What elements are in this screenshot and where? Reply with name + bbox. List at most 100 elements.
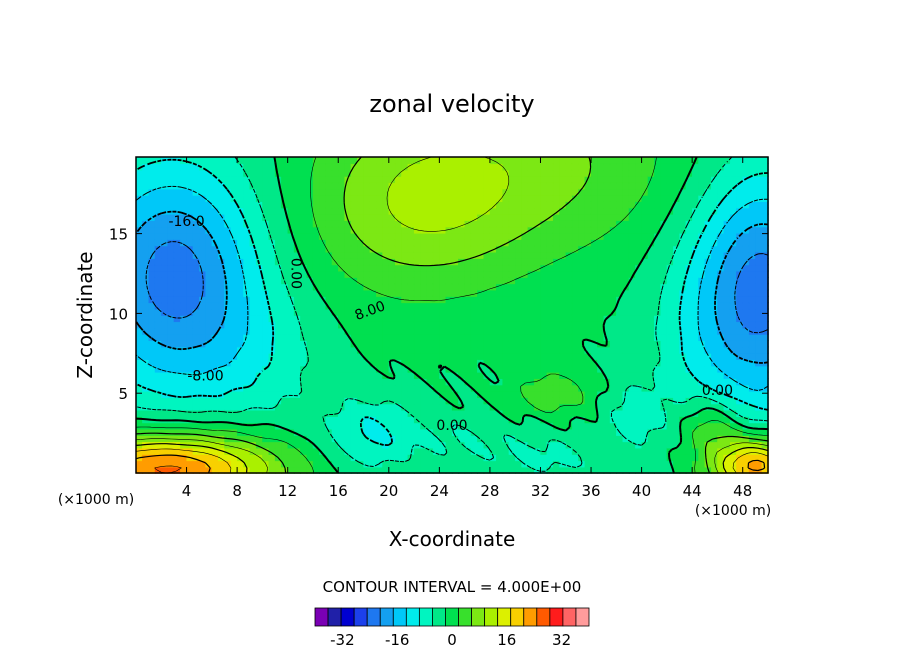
contour-cell bbox=[748, 182, 757, 190]
contour-cell bbox=[306, 378, 314, 386]
contour-cell bbox=[559, 239, 567, 247]
contour-cell bbox=[477, 295, 485, 304]
contour-cell bbox=[262, 194, 270, 202]
contour-cell bbox=[281, 359, 289, 367]
contour-cell bbox=[319, 188, 327, 196]
contour-cell bbox=[527, 422, 535, 430]
contour-cell bbox=[192, 397, 200, 405]
contour-cell bbox=[344, 232, 352, 240]
contour-cell bbox=[622, 359, 630, 367]
contour-cell bbox=[388, 409, 396, 417]
contour-cell bbox=[742, 207, 750, 215]
contour-cell bbox=[635, 163, 643, 171]
contour-cell bbox=[571, 295, 580, 304]
contour-cell bbox=[540, 232, 548, 240]
contour-cell bbox=[281, 264, 289, 272]
contour-cell bbox=[394, 415, 403, 424]
contour-cell bbox=[407, 321, 415, 329]
contour-cell bbox=[755, 295, 763, 304]
contour-cell bbox=[647, 327, 655, 335]
contour-cell bbox=[508, 308, 516, 316]
contour-cell bbox=[597, 188, 605, 196]
contour-cell bbox=[211, 302, 219, 310]
contour-cell bbox=[357, 434, 365, 443]
contour-cell bbox=[603, 194, 611, 202]
contour-cell bbox=[376, 378, 384, 386]
contour-cell bbox=[432, 257, 441, 266]
contour-cell bbox=[458, 308, 466, 316]
contour-cell bbox=[685, 194, 693, 202]
contour-cell bbox=[338, 302, 346, 310]
contour-cell bbox=[218, 428, 226, 436]
contour-cell bbox=[571, 163, 580, 171]
contour-cell bbox=[660, 365, 668, 373]
contour-cell bbox=[331, 226, 339, 234]
contour-cell bbox=[154, 327, 163, 335]
contour-cell bbox=[641, 213, 649, 221]
contour-cell bbox=[597, 428, 605, 436]
contour-cell bbox=[331, 232, 339, 240]
contour-cell bbox=[521, 220, 529, 228]
contour-cell bbox=[489, 295, 497, 304]
contour-cell bbox=[673, 371, 681, 379]
contour-cell bbox=[571, 201, 580, 209]
contour-cell bbox=[432, 188, 441, 196]
contour-cell bbox=[546, 182, 554, 190]
contour-cell bbox=[641, 460, 649, 468]
contour-cell bbox=[262, 308, 270, 316]
contour-cell bbox=[584, 371, 592, 379]
contour-cell bbox=[710, 182, 719, 190]
contour-cell bbox=[369, 156, 377, 165]
contour-cell bbox=[268, 409, 276, 417]
contour-cell bbox=[679, 390, 687, 398]
contour-cell bbox=[458, 188, 466, 196]
contour-cell bbox=[344, 314, 352, 323]
contour-cell bbox=[274, 371, 283, 379]
contour-cell bbox=[432, 226, 441, 234]
contour-cell bbox=[300, 239, 308, 247]
contour-cell bbox=[635, 460, 643, 468]
contour-cell bbox=[344, 321, 352, 329]
contour-cell bbox=[660, 359, 668, 367]
contour-cell bbox=[660, 333, 668, 342]
contour-cell bbox=[692, 428, 700, 436]
contour-cell bbox=[148, 295, 156, 304]
contour-cell bbox=[205, 194, 213, 202]
contour-cell bbox=[515, 163, 523, 171]
contour-cell bbox=[445, 213, 453, 221]
contour-cell bbox=[262, 264, 270, 272]
contour-cell bbox=[616, 340, 624, 348]
contour-cell bbox=[578, 359, 586, 367]
contour-cell bbox=[477, 264, 485, 272]
contour-cell bbox=[325, 314, 333, 323]
contour-cell bbox=[609, 397, 618, 405]
contour-cell bbox=[338, 308, 346, 316]
contour-cell bbox=[641, 314, 649, 323]
contour-cell bbox=[597, 239, 605, 247]
contour-cell bbox=[590, 207, 599, 215]
contour-cell bbox=[148, 257, 156, 266]
contour-cell bbox=[748, 289, 757, 297]
contour-cell bbox=[666, 428, 674, 436]
contour-cell bbox=[641, 207, 649, 215]
contour-cell bbox=[167, 308, 175, 316]
contour-cell bbox=[401, 245, 409, 253]
contour-cell bbox=[521, 175, 529, 184]
contour-cell bbox=[489, 163, 497, 171]
contour-cell bbox=[723, 321, 731, 329]
contour-cell bbox=[432, 201, 441, 209]
contour-cell bbox=[142, 321, 150, 329]
contour-cell bbox=[590, 188, 599, 196]
contour-cell bbox=[527, 428, 535, 436]
contour-cell bbox=[660, 188, 668, 196]
contour-cell bbox=[331, 378, 339, 386]
contour-cell bbox=[635, 308, 643, 316]
contour-cell bbox=[552, 302, 561, 310]
contour-cell bbox=[483, 239, 491, 247]
contour-cell bbox=[552, 232, 561, 240]
contour-cell bbox=[331, 403, 339, 411]
contour-cell bbox=[540, 346, 548, 354]
contour-cell bbox=[205, 264, 213, 272]
contour-cell bbox=[211, 182, 219, 190]
contour-cell bbox=[325, 276, 333, 285]
